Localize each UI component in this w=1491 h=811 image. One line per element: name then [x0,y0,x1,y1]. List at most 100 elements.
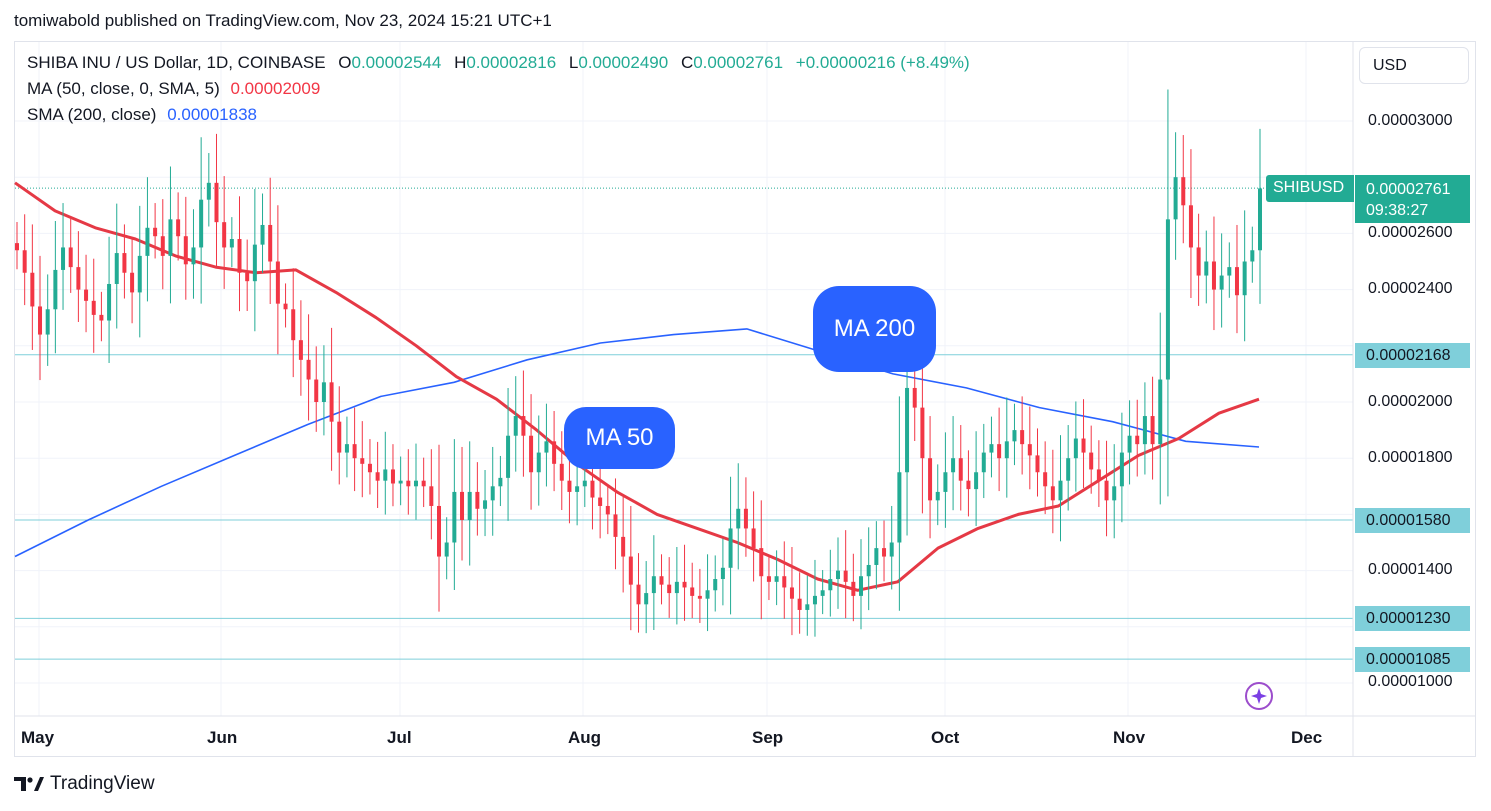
candle-body [168,219,173,256]
last-price-value: 0.00002761 [1366,181,1451,198]
legend-sma200-value: 0.00001838 [167,105,258,124]
candle-body [38,306,43,335]
candle-body [897,472,902,543]
legend-high-value: 0.00002816 [466,53,557,72]
candle-body [429,486,434,506]
ma200-callout: MA 200 [813,286,936,372]
candle-body [1173,177,1178,220]
candle-body [759,548,764,577]
candle-body [552,441,557,464]
candle-body [76,267,81,290]
tradingview-brand[interactable]: TradingView [14,773,155,795]
candle-body [460,491,465,521]
candle-body [183,236,188,265]
candle-body [659,576,664,585]
candle-body [337,421,342,453]
candle-body [774,576,779,582]
candle-body [199,199,204,248]
legend-ma50-value: 0.00002009 [230,79,321,98]
candle-body [291,309,296,341]
candle-body [866,564,871,577]
candle-body [298,340,303,360]
level-price-tag: 0.00001580 [1355,508,1470,533]
candle-body [1234,267,1239,296]
candle-body [974,472,979,490]
y-tick-label: 0.00001000 [1368,673,1453,690]
candle-body [943,472,948,492]
candle-body [1127,435,1132,453]
candle-body [99,314,104,321]
candle-body [674,581,679,594]
legend-ma50[interactable]: MA (50, close, 0, SMA, 5) 0.00002009 [27,79,320,99]
candle-body [958,458,963,481]
candle-body [1027,444,1032,456]
candle-body [1043,472,1048,487]
bar-countdown: 09:38:27 [1366,202,1429,219]
candle-body [107,283,112,321]
candle-body [590,480,595,498]
x-tick-label: Sep [752,728,784,747]
candle-body [1211,261,1216,290]
candle-body [636,584,641,605]
candle-body [383,469,388,481]
candle-body [1158,379,1163,445]
sma200-line [14,328,1260,558]
candle-body [912,387,917,408]
candle-body [314,379,319,402]
candle-body [789,587,794,599]
candle-body [1150,416,1155,445]
legend-close-label: C [680,53,694,72]
y-tick-label: 0.00002000 [1368,393,1453,410]
candle-body [1165,219,1170,380]
candle-body [521,416,526,436]
candle-body [559,463,564,481]
legend-low-label: L [568,53,579,72]
candle-body [498,477,503,487]
candle-body [283,303,288,310]
candle-body [1104,480,1109,501]
candle-body [1196,247,1201,276]
candle-body [206,182,211,200]
candle-body [835,570,840,580]
candle-body [130,272,135,293]
candle-body [160,236,165,256]
candle-body [805,604,810,610]
candle-body [22,250,27,273]
candle-body [1188,205,1193,248]
y-tick-label: 0.00003000 [1368,112,1453,129]
candle-body [1204,261,1209,276]
currency-button[interactable]: USD [1359,47,1469,84]
candle-body [375,472,380,481]
symbol-price-tag: SHIBUSD [1266,175,1354,202]
candle-body [245,272,250,282]
legend-high-label: H [454,53,467,72]
candle-body [1012,430,1017,442]
tradingview-logo-icon [14,777,44,791]
candle-body [306,359,311,380]
candle-body [644,593,649,605]
candle-body [705,590,710,599]
candle-body [53,269,58,310]
legend-low-value: 0.00002490 [578,53,669,72]
legend-open-value: 0.00002544 [351,53,442,72]
x-tick-label: Aug [568,728,602,747]
candle-body [598,497,603,506]
candle-body [490,486,495,501]
candle-body [882,548,887,557]
candle-body [951,458,956,473]
legend-sma200[interactable]: SMA (200, close) 0.00001838 [27,105,257,125]
candle-body [421,480,426,487]
candle-body [1089,452,1094,470]
last-price-tag: 0.00002761 09:38:27 [1355,175,1470,223]
candle-body [690,587,695,596]
legend-ohlc: SHIBA INU / US Dollar, 1D, COINBASE O0.0… [27,53,970,73]
sparkle-icon[interactable] [1244,681,1274,711]
candle-body [30,272,35,307]
candle-body [268,224,273,262]
candle-body [651,576,656,594]
candle-body [1258,188,1262,251]
level-price-tag: 0.00001085 [1355,647,1470,672]
candle-body [812,595,817,605]
legend-change: +0.00000216 (+8.49%) [795,53,970,72]
